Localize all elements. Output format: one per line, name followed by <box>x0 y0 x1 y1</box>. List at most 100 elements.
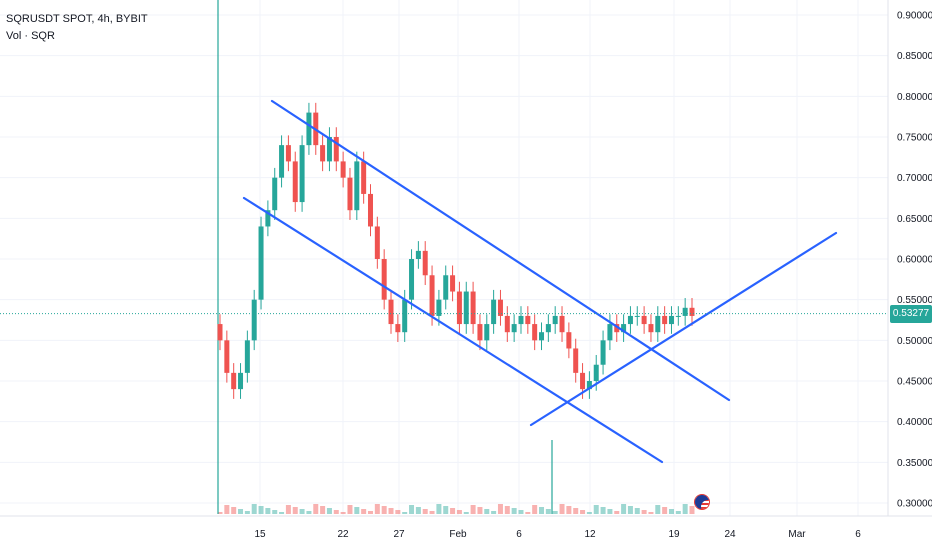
candle-body <box>470 291 476 325</box>
candlesticks <box>217 102 695 399</box>
candle-body <box>409 259 415 300</box>
candle-body <box>244 340 250 373</box>
candle-body <box>648 324 654 333</box>
candle-body <box>566 332 572 349</box>
time-axis-label: 22 <box>337 529 349 540</box>
volume-bar <box>600 507 606 514</box>
volume-bar <box>504 506 510 514</box>
symbol-title[interactable]: SQRUSDT SPOT, 4h, BYBIT <box>6 13 148 25</box>
candle-body <box>381 259 387 300</box>
volume-bar <box>477 507 483 514</box>
volume-legend[interactable]: Vol · SQR <box>6 28 148 45</box>
volume-bar <box>306 511 312 514</box>
candle-body <box>641 315 647 325</box>
volume-bar <box>340 512 346 514</box>
candle-body <box>429 275 435 316</box>
volume-bar <box>518 510 524 514</box>
us-flag-icon[interactable] <box>695 495 709 509</box>
volume-bar <box>675 511 681 514</box>
candle-body <box>621 324 627 333</box>
price-axis-label: 0.90000 <box>897 11 932 22</box>
volume-bar <box>279 512 285 514</box>
volume-bar <box>573 508 579 514</box>
volume-bar <box>634 508 640 514</box>
volume-bar <box>285 505 291 514</box>
candle-body <box>634 315 640 317</box>
volume-bar <box>361 509 367 514</box>
time-axis-label: 6 <box>516 529 522 540</box>
candle-body <box>675 315 681 317</box>
volume-bar <box>388 508 394 514</box>
volume-bar <box>621 504 627 514</box>
candle-body <box>668 315 674 325</box>
candle-body <box>326 137 332 162</box>
candle-body <box>367 193 373 227</box>
volume-bar <box>511 508 517 514</box>
volume-bar <box>347 505 353 514</box>
volume-bar <box>402 512 408 514</box>
volume-bar <box>429 511 435 514</box>
trendline <box>270 99 731 402</box>
volume-bar <box>367 511 373 514</box>
time-axis-label: 27 <box>393 529 405 540</box>
volume-bar <box>217 512 223 514</box>
volume-bar <box>238 509 244 514</box>
trendlines <box>242 99 838 464</box>
volume-bar <box>320 506 326 514</box>
candle-body <box>477 324 483 341</box>
symbol-legend[interactable]: SQRUSDT SPOT, 4h, BYBIT <box>6 11 148 28</box>
candle-body <box>552 315 558 325</box>
volume-bar <box>470 505 476 514</box>
price-axis-label: 0.35000 <box>897 458 932 469</box>
candle-body <box>662 315 668 325</box>
volume-bar <box>244 511 250 514</box>
volume-bar <box>272 510 278 514</box>
volume-bar <box>456 510 462 514</box>
price-axis[interactable]: 0.90000 0.85000 0.80000 0.75000 0.70000 0.650… <box>897 11 932 510</box>
candle-body <box>497 299 503 316</box>
price-axis-label: 0.70000 <box>897 173 932 184</box>
volume-bar <box>566 506 572 514</box>
volume-bar <box>231 507 237 514</box>
chart-legend: SQRUSDT SPOT, 4h, BYBIT Vol · SQR <box>6 11 148 45</box>
volume-bar <box>662 507 668 514</box>
volume-bar <box>415 507 421 514</box>
volume-bar <box>395 510 401 514</box>
volume-bar <box>648 512 654 514</box>
time-axis[interactable]: 15 22 27 Feb 6 12 19 24 Mar 6 <box>254 529 861 540</box>
volume-bar <box>559 504 565 514</box>
candle-body <box>361 161 367 194</box>
volume-bar <box>484 509 490 514</box>
volume-bar <box>354 507 360 514</box>
candle-body <box>224 340 230 373</box>
price-axis-label: 0.40000 <box>897 417 932 428</box>
candle-body <box>347 177 353 211</box>
candle-body <box>518 315 524 325</box>
volume-bar <box>409 505 415 514</box>
price-axis-label: 0.85000 <box>897 51 932 62</box>
volume-bars <box>217 0 695 514</box>
trendline <box>242 196 664 464</box>
candle-body <box>436 299 442 316</box>
candle-body <box>265 210 271 227</box>
volume-bar <box>614 511 620 514</box>
candle-body <box>593 364 599 381</box>
volume-bar <box>497 504 503 514</box>
volume-bar <box>374 504 380 514</box>
candle-body <box>456 291 462 325</box>
volume-bar <box>292 507 298 514</box>
candle-body <box>607 324 613 341</box>
volume-bar <box>299 509 305 514</box>
volume-bar <box>251 504 257 514</box>
candle-body <box>272 177 278 211</box>
candle-body <box>333 137 339 162</box>
volume-bar <box>326 508 332 514</box>
candle-body <box>258 226 264 300</box>
trendline <box>529 231 838 427</box>
candle-body <box>306 112 312 146</box>
candle-body <box>580 372 586 390</box>
volume-label[interactable]: Vol · SQR <box>6 30 55 42</box>
grid-lines <box>0 0 888 516</box>
time-axis-label: 24 <box>724 529 736 540</box>
